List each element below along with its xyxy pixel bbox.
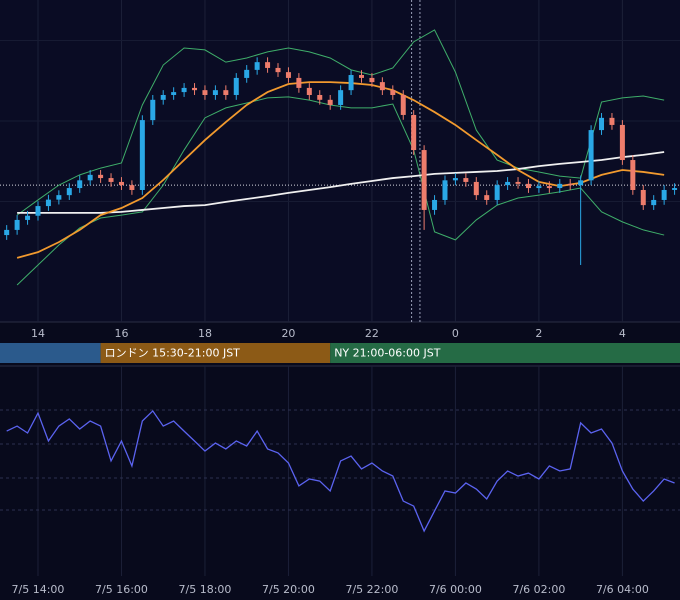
session-label: ロンドン 15:30-21:00 JST: [105, 347, 241, 360]
candle-body: [139, 120, 145, 190]
candle-body: [358, 75, 364, 78]
candle-body: [390, 90, 396, 95]
line: [16, 81, 665, 259]
candle-body: [150, 99, 156, 121]
x-tick-label: 20: [281, 327, 295, 340]
candle-body: [484, 195, 490, 200]
candle-body: [588, 130, 594, 181]
candle-body: [630, 160, 636, 190]
candle-body: [14, 219, 20, 230]
candle-body: [327, 99, 333, 105]
candle-body: [108, 178, 114, 182]
x-tick-label: 4: [619, 327, 626, 340]
candle-body: [369, 77, 375, 83]
plot-area: [0, 0, 680, 322]
candle-body: [661, 189, 667, 200]
x-tick-label: 7/5 14:00: [12, 583, 65, 596]
candle-body: [494, 185, 500, 200]
x-tick-label: 7/5 16:00: [95, 583, 148, 596]
plot-area: [0, 366, 680, 576]
candle-body: [296, 77, 302, 88]
candle-body: [672, 188, 678, 190]
x-tick-label: 14: [31, 327, 45, 340]
session-band: [330, 343, 680, 363]
x-tick-label: 7/6 02:00: [512, 583, 565, 596]
candle-body: [25, 215, 31, 220]
candle-body: [98, 174, 104, 179]
candle-body: [317, 94, 323, 100]
x-tick-label: 7/5 18:00: [179, 583, 232, 596]
x-tick-label: 18: [198, 327, 212, 340]
candle-body: [432, 199, 438, 210]
candle-body: [4, 229, 10, 236]
candle-body: [244, 69, 250, 78]
line: [6, 409, 675, 533]
candle-body: [400, 94, 406, 115]
candle-body: [66, 188, 72, 196]
candle-body: [285, 72, 291, 78]
candle-body: [609, 117, 615, 125]
candle-body: [411, 114, 417, 151]
candle-body: [265, 62, 271, 68]
candle-body: [171, 92, 177, 95]
candle-body: [567, 183, 573, 186]
candle-body: [338, 90, 344, 105]
candle-body: [442, 180, 448, 200]
line: [16, 29, 665, 216]
candle-body: [87, 174, 93, 181]
session-band: [100, 343, 331, 363]
candle-body: [202, 90, 208, 95]
candle-body: [181, 87, 187, 93]
x-tick-label: 7/5 22:00: [345, 583, 398, 596]
candle-body: [45, 199, 51, 207]
candle-body: [223, 90, 229, 95]
candle-body: [599, 117, 605, 131]
session-label: NY 21:00-06:00 JST: [334, 347, 441, 360]
candle-body: [160, 94, 166, 100]
candle-body: [275, 67, 281, 73]
candle-body: [306, 87, 312, 95]
candle-body: [536, 186, 542, 189]
x-tick-label: 7/6 04:00: [596, 583, 649, 596]
candle-body: [192, 87, 198, 91]
price-pane: [0, 0, 680, 322]
candle-body: [77, 180, 83, 189]
candle-body: [254, 62, 260, 70]
candle-body: [578, 180, 584, 186]
candle-body: [463, 178, 469, 182]
session-bar: ロンドン 15:30-21:00 JST NY 21:00-06:00 JST: [0, 343, 680, 363]
line: [17, 151, 665, 214]
candle-body: [129, 185, 135, 190]
candle-body: [118, 181, 124, 186]
candle-body: [348, 75, 354, 91]
candle-body: [233, 77, 239, 95]
candle-body: [640, 189, 646, 206]
candle-body: [56, 195, 62, 200]
candle-body: [515, 181, 521, 184]
candle-body: [212, 90, 218, 95]
candle-body: [557, 183, 563, 189]
candle-body: [525, 183, 531, 189]
candle-body: [546, 186, 552, 189]
x-tick-label: 7/5 20:00: [262, 583, 315, 596]
candle-body: [619, 124, 625, 161]
x-tick-label: 22: [365, 327, 379, 340]
candle-body: [452, 178, 458, 181]
candle-body: [473, 181, 479, 196]
x-tick-label: 2: [535, 327, 542, 340]
x-tick-label: 0: [452, 327, 459, 340]
session-band: [0, 343, 101, 363]
candle-body: [35, 206, 41, 216]
x-tick-label: 16: [114, 327, 128, 340]
candle-body: [379, 82, 385, 91]
candle-body: [505, 181, 511, 186]
candle-body: [421, 150, 427, 210]
x-tick-label: 7/6 00:00: [429, 583, 482, 596]
candle-body: [651, 199, 657, 206]
